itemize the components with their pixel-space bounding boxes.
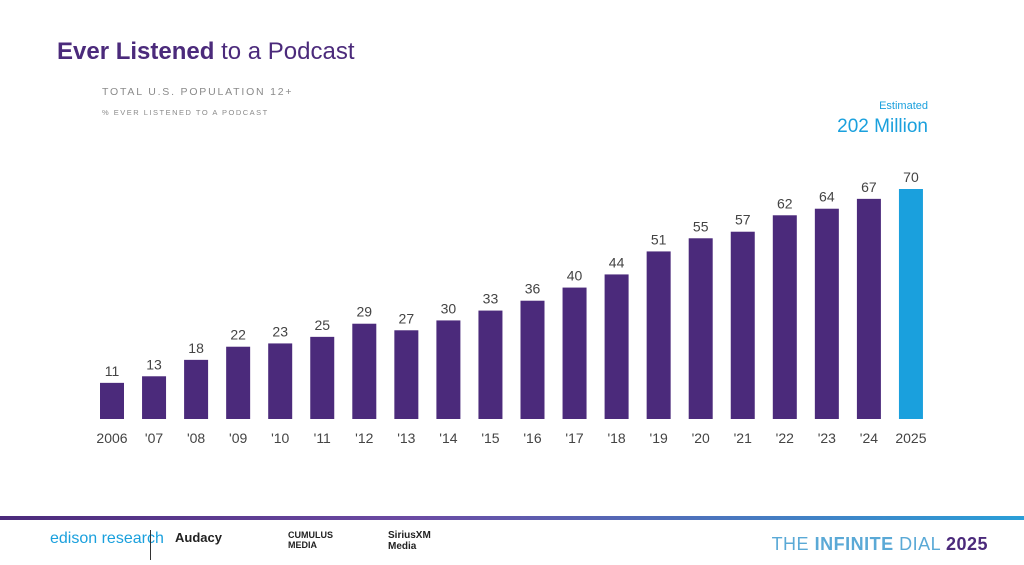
data-label: 22 <box>230 327 246 343</box>
x-tick-label: '11 <box>314 430 331 446</box>
bar <box>520 300 545 419</box>
bar <box>898 189 923 419</box>
x-tick-label: '15 <box>481 430 499 446</box>
estimated-value: 202 Million <box>837 116 928 137</box>
bar <box>100 382 124 419</box>
bar <box>142 376 167 419</box>
data-label: 57 <box>735 212 751 228</box>
bar <box>394 330 419 419</box>
x-tick-label: '14 <box>439 430 457 446</box>
data-label: 55 <box>693 218 709 234</box>
data-label: 27 <box>399 310 415 326</box>
data-label: 29 <box>357 304 373 320</box>
data-label: 33 <box>483 291 499 307</box>
data-label: 18 <box>188 340 204 356</box>
estimated-label: Estimated <box>879 100 928 112</box>
cumulus-logo: CUMULUS MEDIA <box>288 530 333 550</box>
x-tick-label: '17 <box>565 430 583 446</box>
x-tick-label: '20 <box>692 430 710 446</box>
bar <box>268 343 293 419</box>
data-label: 70 <box>903 169 919 185</box>
data-label: 36 <box>525 281 541 297</box>
data-label: 40 <box>567 268 583 284</box>
data-label: 62 <box>777 195 793 211</box>
bar <box>604 274 629 419</box>
bar <box>688 238 713 419</box>
audacy-logo: Audacy <box>175 530 222 545</box>
data-label: 30 <box>441 300 457 316</box>
x-tick-label: '08 <box>187 430 205 446</box>
data-label: 11 <box>105 363 120 379</box>
data-label: 23 <box>272 323 288 339</box>
x-tick-label: '24 <box>860 430 878 446</box>
infinite-dial-logo: THE INFINITE DIAL 2025 <box>771 534 988 554</box>
page-title: Ever Listened to a Podcast <box>57 38 355 65</box>
x-tick-label: '07 <box>145 430 163 446</box>
data-label: 67 <box>861 179 877 195</box>
bar <box>184 359 209 419</box>
siriusxm-logo: SiriusXM Media <box>388 530 431 552</box>
bar <box>310 336 335 419</box>
data-label: 25 <box>314 317 330 333</box>
x-tick-label: '22 <box>776 430 794 446</box>
bar <box>562 287 587 419</box>
x-tick-label: '18 <box>607 430 625 446</box>
bar <box>856 198 881 419</box>
logo-divider <box>150 530 151 560</box>
x-tick-label: '10 <box>271 430 289 446</box>
bar <box>772 215 797 419</box>
bar <box>730 231 755 419</box>
x-tick-label: '16 <box>523 430 541 446</box>
bar <box>478 310 503 419</box>
x-tick-label: 2025 <box>895 430 926 446</box>
data-label: 64 <box>819 189 835 205</box>
bar <box>436 320 461 419</box>
edison-logo: edison research <box>50 530 164 547</box>
bar <box>352 323 377 419</box>
bar <box>814 208 839 419</box>
x-tick-label: 2006 <box>96 430 127 446</box>
x-tick-label: '12 <box>355 430 373 446</box>
subtitle: TOTAL U.S. POPULATION 12+ <box>102 86 294 98</box>
bar-chart: 11 2006 13 '07 18 '08 22 '09 23 '10 25 '11 29 '12 27 '1… <box>96 169 926 446</box>
data-label: 13 <box>146 356 162 372</box>
data-label: 51 <box>651 231 667 247</box>
footer-divider <box>0 516 1024 520</box>
subsubtitle: % EVER LISTENED TO A PODCAST <box>102 108 269 117</box>
bar <box>646 251 671 419</box>
x-tick-label: '09 <box>229 430 247 446</box>
data-label: 44 <box>609 254 625 270</box>
x-tick-label: '21 <box>734 430 752 446</box>
x-tick-label: '13 <box>397 430 415 446</box>
bar <box>226 346 251 419</box>
x-tick-label: '23 <box>818 430 836 446</box>
x-tick-label: '19 <box>650 430 668 446</box>
